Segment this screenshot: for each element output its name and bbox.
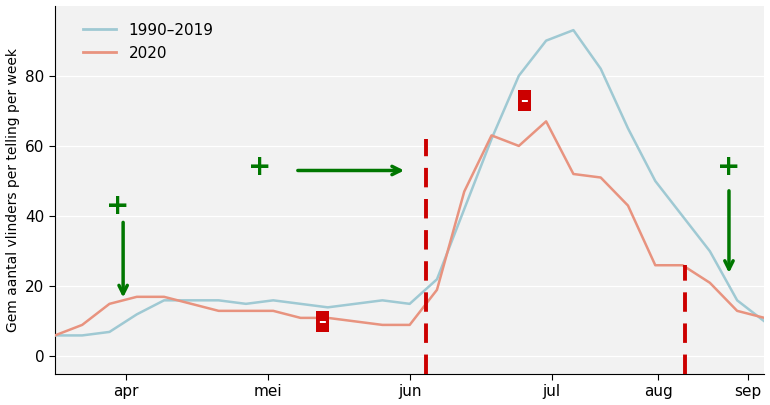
Text: +: +: [718, 153, 741, 181]
Legend: 1990–2019, 2020: 1990–2019, 2020: [77, 17, 219, 67]
Text: –: –: [319, 314, 326, 329]
Text: –: –: [521, 93, 528, 108]
Text: +: +: [248, 153, 271, 181]
Y-axis label: Gem aantal vlinders per telling per week: Gem aantal vlinders per telling per week: [5, 48, 19, 332]
Text: +: +: [106, 192, 129, 220]
